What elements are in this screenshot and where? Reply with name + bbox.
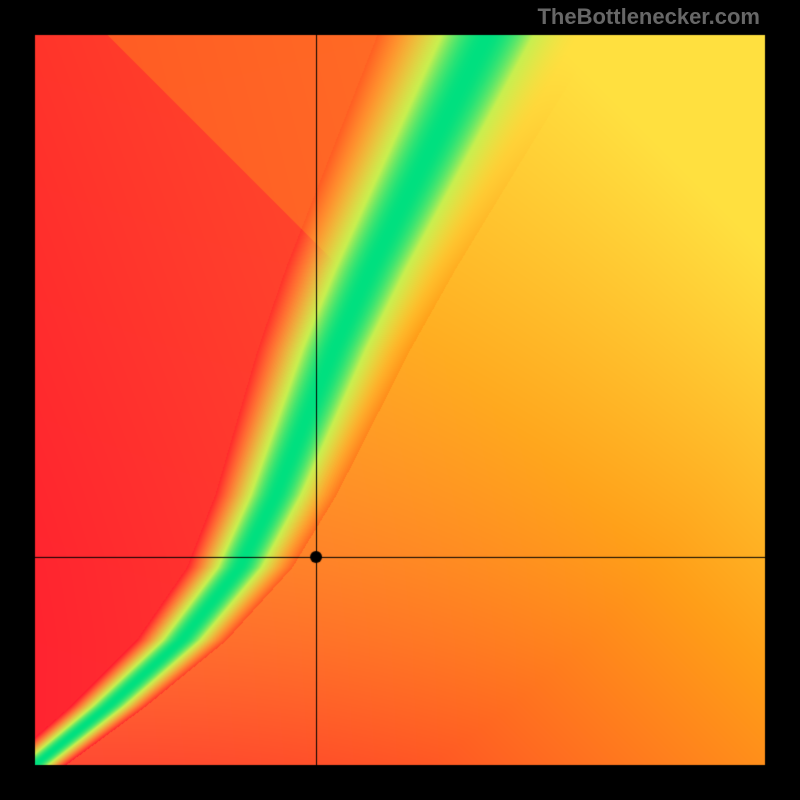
chart-frame: TheBottlenecker.com (0, 0, 800, 800)
heatmap-canvas (0, 0, 800, 800)
attribution-label: TheBottlenecker.com (537, 4, 760, 30)
